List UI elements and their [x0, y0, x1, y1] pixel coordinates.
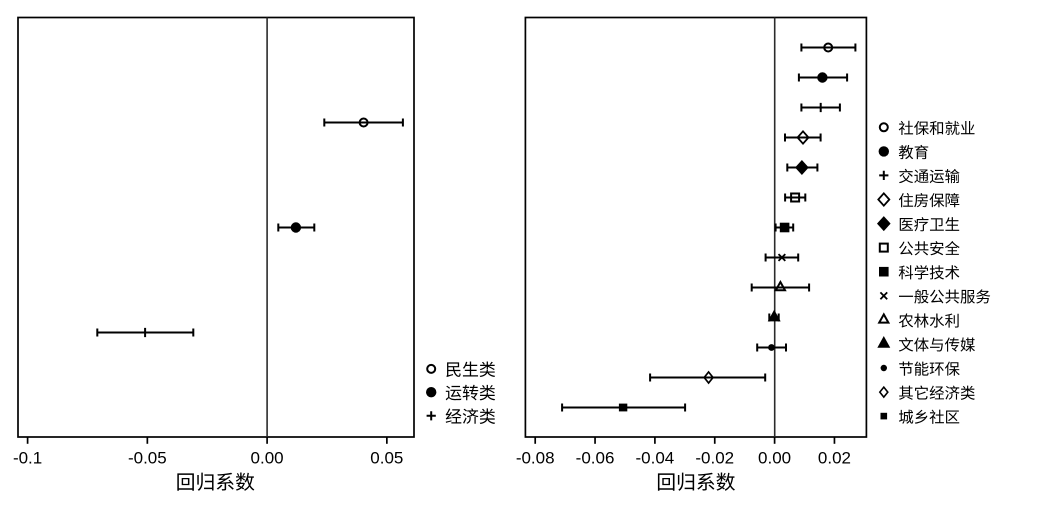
svg-text:0.00: 0.00 — [758, 449, 791, 468]
svg-text:0.02: 0.02 — [818, 449, 851, 468]
svg-text:-0.1: -0.1 — [13, 449, 42, 468]
svg-text:0.05: 0.05 — [370, 449, 403, 468]
svg-text:-0.02: -0.02 — [695, 449, 734, 468]
svg-text:-0.04: -0.04 — [636, 449, 675, 468]
svg-text:-0.05: -0.05 — [128, 449, 167, 468]
svg-text:-0.06: -0.06 — [576, 449, 615, 468]
svg-text:0.00: 0.00 — [251, 449, 284, 468]
svg-text:-0.08: -0.08 — [516, 449, 555, 468]
